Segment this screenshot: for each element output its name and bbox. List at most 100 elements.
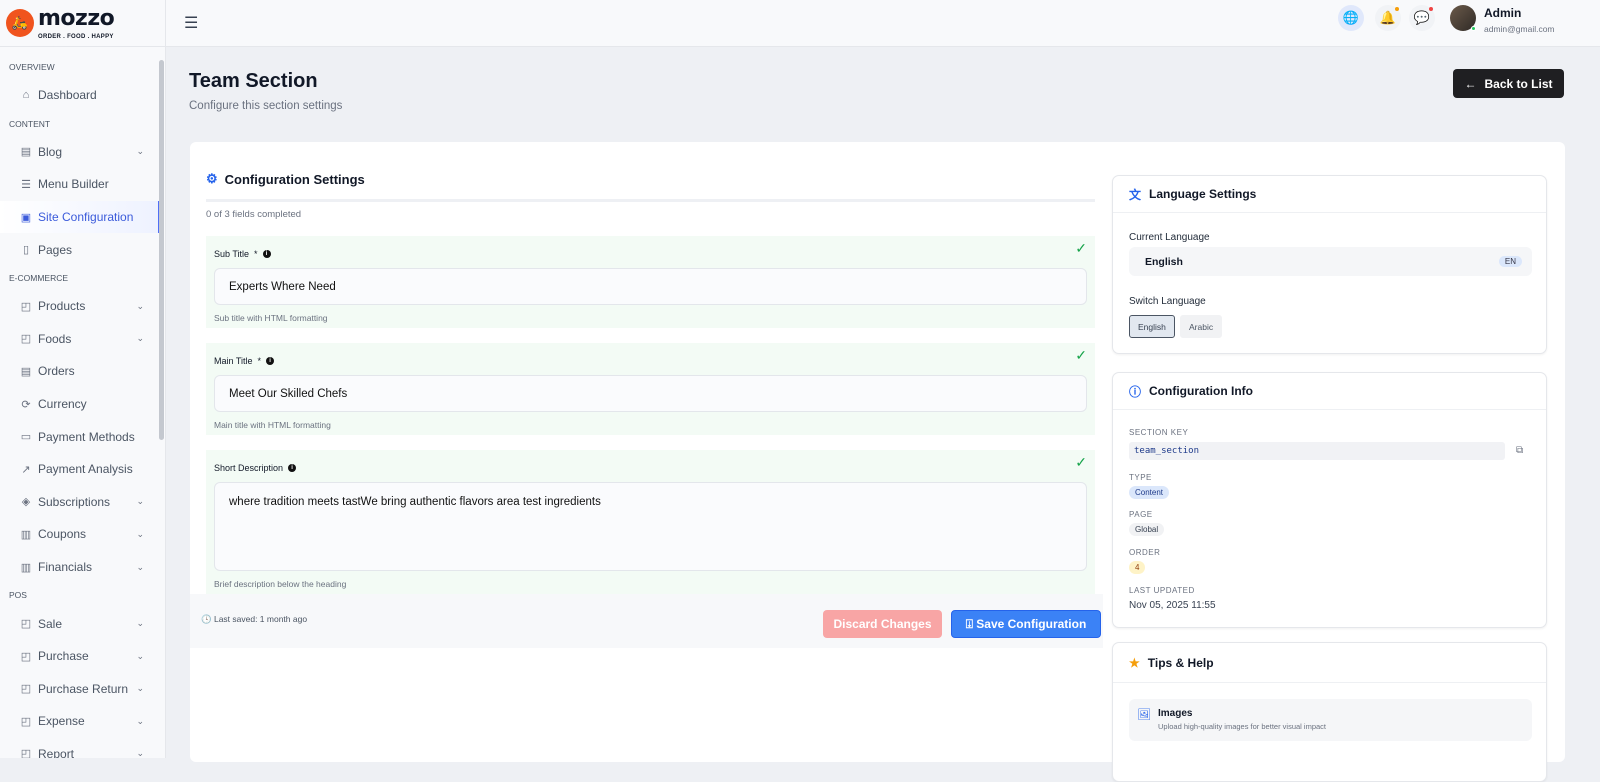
- sidebar-item-purchase-return[interactable]: ◰ Purchase Return ⌄: [0, 673, 160, 706]
- bag-icon: ◰: [20, 333, 32, 346]
- field-help: Brief description below the heading: [214, 579, 347, 589]
- clock-icon: 🕓: [201, 614, 212, 624]
- sidebar-item-currency[interactable]: ⟳ Currency: [0, 388, 160, 421]
- required-mark: *: [254, 249, 258, 259]
- sidebar-item-label: Payment Analysis: [38, 462, 133, 477]
- chevron-down-icon[interactable]: ⌄: [136, 683, 144, 694]
- chevron-down-icon[interactable]: ⌄: [136, 496, 144, 507]
- config-settings-heading: ⚙ Configuration Settings: [206, 171, 365, 187]
- panel-title: Tips & Help: [1147, 655, 1214, 670]
- bag-icon: ◰: [20, 683, 32, 696]
- message-dot: [1429, 7, 1433, 11]
- language-globe-button[interactable]: 🌐: [1338, 5, 1364, 31]
- notifications-bell-button[interactable]: 🔔: [1375, 5, 1401, 31]
- currency-icon: ⟳: [21, 398, 31, 411]
- messages-button[interactable]: 💬: [1409, 5, 1435, 31]
- sidebar-item-label: Purchase Return: [38, 681, 129, 696]
- type-label: TYPE: [1129, 473, 1152, 482]
- coupon-icon: ▥: [20, 528, 32, 541]
- copy-icon[interactable]: ⧉: [1516, 445, 1524, 456]
- page-label: PAGE: [1129, 510, 1153, 519]
- user-email: admin@gmail.com: [1484, 24, 1555, 34]
- chevron-down-icon[interactable]: ⌄: [136, 333, 144, 344]
- sidebar-item-menu-builder[interactable]: ☰ Menu Builder: [0, 168, 160, 201]
- sidebar-item-sale[interactable]: ◰ Sale ⌄: [0, 607, 160, 640]
- logo[interactable]: 🛵 mozzo ORDER . FOOD . HAPPY: [0, 0, 165, 47]
- sidebar-item-label: Coupons: [38, 527, 87, 542]
- sidebar-item-expense[interactable]: ◰ Expense ⌄: [0, 705, 160, 738]
- sub-title-input[interactable]: Experts Where Need: [214, 268, 1087, 305]
- sidebar-item-products[interactable]: ◰ Products ⌄: [0, 290, 160, 323]
- sidebar-item-site-configuration[interactable]: ▣ Site Configuration: [0, 200, 160, 234]
- sidebar-item-foods[interactable]: ◰ Foods ⌄: [0, 323, 160, 356]
- back-to-list-button[interactable]: ← Back to List: [1453, 69, 1564, 98]
- form-icon: ▣: [20, 211, 32, 224]
- main-title-input[interactable]: Meet Our Skilled Chefs: [214, 375, 1087, 412]
- last-saved-text: Last saved: 1 month ago: [213, 614, 308, 624]
- chevron-down-icon[interactable]: ⌄: [136, 650, 144, 661]
- sidebar-item-label: Report: [38, 746, 75, 758]
- language-option-arabic[interactable]: Arabic: [1180, 315, 1223, 338]
- check-icon: ✓: [1075, 240, 1087, 256]
- sidebar-item-label: Subscriptions: [38, 494, 111, 509]
- last-saved: 🕓 Last saved: 1 month ago: [201, 614, 307, 625]
- sidebar-item-blog[interactable]: ▤ Blog ⌄: [0, 136, 160, 169]
- online-status-dot: [1471, 26, 1476, 31]
- chevron-down-icon[interactable]: ⌄: [136, 715, 144, 726]
- sidebar-item-coupons[interactable]: ▥ Coupons ⌄: [0, 518, 160, 551]
- save-configuration-button[interactable]: ⍗ Save Configuration: [951, 610, 1101, 638]
- notification-dot: [1395, 7, 1399, 11]
- sidebar-item-pages[interactable]: ▯ Pages: [0, 233, 160, 266]
- chevron-down-icon[interactable]: ⌄: [136, 561, 144, 572]
- sidebar-item-label: Purchase: [38, 649, 89, 664]
- panel-title: Language Settings: [1149, 187, 1257, 201]
- info-icon[interactable]: i: [288, 464, 297, 472]
- section-key-value: team_section: [1129, 442, 1505, 460]
- chevron-down-icon[interactable]: ⌄: [136, 528, 144, 539]
- sidebar-item-subscriptions[interactable]: ◈ Subscriptions ⌄: [0, 486, 160, 519]
- back-label: Back to List: [1484, 76, 1553, 91]
- discard-changes-button[interactable]: Discard Changes: [823, 610, 942, 638]
- menu-toggle-icon[interactable]: ☰: [184, 15, 199, 32]
- chevron-down-icon[interactable]: ⌄: [136, 146, 144, 157]
- save-label: Save Configuration: [976, 616, 1087, 631]
- bank-icon: ▥: [20, 561, 32, 574]
- form-footer: 🕓 Last saved: 1 month ago Discard Change…: [190, 594, 1103, 648]
- language-option-english[interactable]: English: [1129, 315, 1175, 338]
- sidebar-section-title: POS: [9, 590, 27, 601]
- sidebar: 🛵 mozzo ORDER . FOOD . HAPPY OVERVIEW ⌂ Das…: [0, 0, 166, 758]
- sidebar-item-orders[interactable]: ▤ Orders: [0, 355, 160, 388]
- config-title: Configuration Settings: [224, 171, 365, 187]
- current-language-value: English: [1145, 255, 1183, 268]
- chevron-down-icon[interactable]: ⌄: [136, 748, 144, 758]
- sidebar-item-financials[interactable]: ▥ Financials ⌄: [0, 551, 160, 584]
- sidebar-item-label: Site Configuration: [38, 210, 134, 225]
- fields-completed-count: 0 of 3 fields completed: [206, 209, 302, 220]
- main-card: ⚙ Configuration Settings 0 of 3 fields co…: [190, 142, 1565, 782]
- info-circle-icon: ⓘ: [1129, 384, 1142, 399]
- field-help: Sub title with HTML formatting: [214, 313, 328, 323]
- sidebar-scrollbar[interactable]: [159, 60, 164, 440]
- info-icon[interactable]: i: [266, 357, 275, 365]
- info-icon[interactable]: i: [262, 250, 271, 258]
- required-mark: *: [257, 356, 262, 366]
- sidebar-item-label: Pages: [38, 242, 73, 257]
- sidebar-item-payment-methods[interactable]: ▭ Payment Methods: [0, 420, 160, 453]
- arrow-left-icon: ←: [1464, 76, 1477, 91]
- sidebar-section-title: E-COMMERCE: [9, 272, 69, 283]
- current-language-label: Current Language: [1129, 232, 1210, 243]
- home-icon: ⌂: [22, 89, 30, 102]
- sidebar-item-label: Sale: [38, 616, 63, 631]
- newspaper-icon: ▤: [20, 146, 32, 159]
- sidebar-item-payment-analysis[interactable]: ↗ Payment Analysis: [0, 453, 160, 486]
- chevron-down-icon[interactable]: ⌄: [136, 300, 144, 311]
- chevron-down-icon[interactable]: ⌄: [136, 618, 144, 629]
- avatar[interactable]: [1450, 5, 1476, 31]
- switch-language-label: Switch Language: [1129, 296, 1206, 307]
- field-main-title: Main Title * i ✓ Meet Our Skilled Chefs Ma…: [206, 343, 1095, 435]
- short-description-textarea[interactable]: where tradition meets tastWe bring authe…: [214, 482, 1087, 571]
- sidebar-item-report[interactable]: ◰ Report ⌄: [0, 738, 160, 758]
- sidebar-item-purchase[interactable]: ◰ Purchase ⌄: [0, 640, 160, 673]
- sidebar-item-dashboard[interactable]: ⌂ Dashboard: [0, 79, 160, 112]
- save-icon: ⍗: [965, 616, 973, 631]
